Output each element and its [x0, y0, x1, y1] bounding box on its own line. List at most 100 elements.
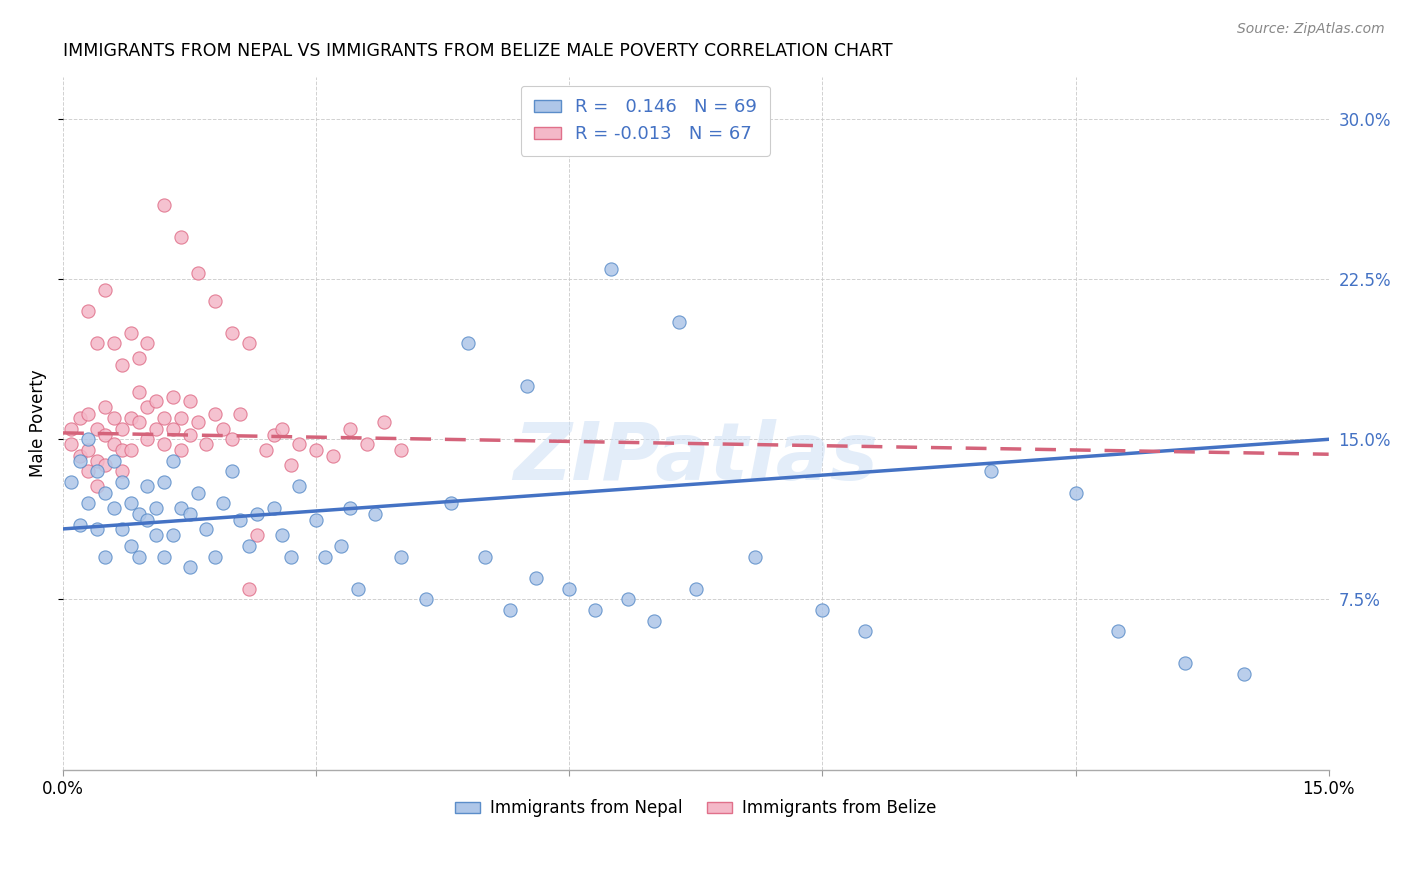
- Point: [153, 475, 176, 489]
- Point: [339, 500, 361, 515]
- Point: [1064, 485, 1087, 500]
- Point: [103, 336, 125, 351]
- Point: [128, 549, 150, 564]
- Point: [60, 422, 83, 436]
- Point: [69, 453, 91, 467]
- Point: [356, 436, 378, 450]
- Point: [77, 442, 100, 457]
- Point: [1174, 657, 1197, 671]
- Point: [111, 358, 134, 372]
- Point: [111, 442, 134, 457]
- Point: [389, 549, 412, 564]
- Point: [204, 293, 226, 308]
- Point: [558, 582, 581, 596]
- Point: [195, 522, 218, 536]
- Point: [111, 522, 134, 536]
- Point: [187, 415, 209, 429]
- Point: [339, 422, 361, 436]
- Point: [179, 428, 201, 442]
- Point: [111, 422, 134, 436]
- Point: [314, 549, 336, 564]
- Legend: Immigrants from Nepal, Immigrants from Belize: Immigrants from Nepal, Immigrants from B…: [449, 793, 943, 824]
- Point: [271, 528, 294, 542]
- Point: [77, 407, 100, 421]
- Point: [60, 475, 83, 489]
- Point: [238, 336, 260, 351]
- Point: [128, 351, 150, 366]
- Point: [136, 513, 159, 527]
- Point: [288, 436, 311, 450]
- Point: [162, 453, 184, 467]
- Point: [153, 549, 176, 564]
- Point: [685, 582, 707, 596]
- Point: [457, 336, 479, 351]
- Point: [60, 436, 83, 450]
- Point: [744, 549, 766, 564]
- Point: [204, 407, 226, 421]
- Point: [280, 549, 302, 564]
- Point: [94, 401, 117, 415]
- Point: [170, 500, 193, 515]
- Point: [271, 422, 294, 436]
- Point: [86, 464, 108, 478]
- Point: [145, 422, 167, 436]
- Point: [77, 432, 100, 446]
- Point: [187, 485, 209, 500]
- Point: [853, 624, 876, 639]
- Point: [221, 432, 243, 446]
- Point: [136, 336, 159, 351]
- Point: [153, 436, 176, 450]
- Point: [204, 549, 226, 564]
- Point: [600, 261, 623, 276]
- Point: [246, 528, 269, 542]
- Point: [86, 479, 108, 493]
- Point: [229, 513, 252, 527]
- Point: [980, 464, 1002, 478]
- Point: [94, 283, 117, 297]
- Point: [212, 422, 235, 436]
- Point: [145, 393, 167, 408]
- Point: [153, 411, 176, 425]
- Point: [111, 475, 134, 489]
- Point: [162, 390, 184, 404]
- Point: [128, 415, 150, 429]
- Point: [179, 507, 201, 521]
- Point: [136, 432, 159, 446]
- Point: [86, 453, 108, 467]
- Point: [94, 458, 117, 472]
- Point: [86, 336, 108, 351]
- Point: [179, 560, 201, 574]
- Point: [170, 229, 193, 244]
- Point: [69, 411, 91, 425]
- Point: [583, 603, 606, 617]
- Y-axis label: Male Poverty: Male Poverty: [30, 369, 46, 477]
- Point: [153, 197, 176, 211]
- Point: [246, 507, 269, 521]
- Point: [103, 453, 125, 467]
- Point: [136, 401, 159, 415]
- Point: [195, 436, 218, 450]
- Point: [69, 517, 91, 532]
- Point: [120, 411, 142, 425]
- Point: [811, 603, 834, 617]
- Point: [170, 442, 193, 457]
- Point: [1107, 624, 1129, 639]
- Point: [128, 385, 150, 400]
- Text: IMMIGRANTS FROM NEPAL VS IMMIGRANTS FROM BELIZE MALE POVERTY CORRELATION CHART: IMMIGRANTS FROM NEPAL VS IMMIGRANTS FROM…: [63, 42, 893, 60]
- Point: [364, 507, 387, 521]
- Point: [94, 428, 117, 442]
- Point: [389, 442, 412, 457]
- Point: [128, 507, 150, 521]
- Point: [322, 450, 344, 464]
- Point: [254, 442, 277, 457]
- Point: [103, 436, 125, 450]
- Point: [120, 326, 142, 340]
- Point: [229, 407, 252, 421]
- Point: [524, 571, 547, 585]
- Point: [69, 450, 91, 464]
- Point: [280, 458, 302, 472]
- Point: [111, 464, 134, 478]
- Text: ZIPatlas: ZIPatlas: [513, 419, 879, 497]
- Point: [305, 513, 328, 527]
- Point: [120, 539, 142, 553]
